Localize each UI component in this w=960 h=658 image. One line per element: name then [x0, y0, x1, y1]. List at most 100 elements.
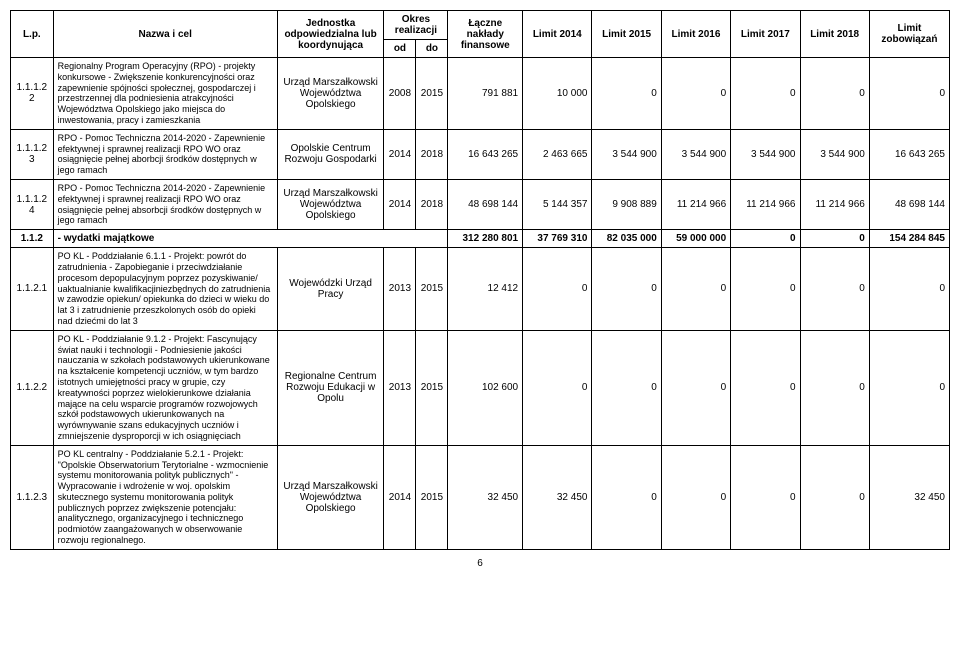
header-lp: L.p. — [11, 11, 54, 58]
cell-lz: 32 450 — [869, 445, 949, 549]
header-od: od — [384, 40, 416, 58]
cell-do: 2015 — [416, 248, 448, 331]
cell-l2016: 0 — [661, 445, 730, 549]
cell-l2015: 0 — [592, 330, 661, 445]
cell-l2016: 3 544 900 — [661, 129, 730, 179]
cell-fin: 32 450 — [448, 445, 523, 549]
cell-do: 2015 — [416, 58, 448, 130]
cell-od: 2013 — [384, 330, 416, 445]
cell-lp: 1.1.2.2 — [11, 330, 54, 445]
cell-name: PO KL - Poddziałanie 6.1.1 - Projekt: po… — [53, 248, 277, 331]
cell-l2018: 0 — [800, 58, 869, 130]
cell-name: RPO - Pomoc Techniczna 2014-2020 - Zapew… — [53, 179, 277, 229]
header-l2016: Limit 2016 — [661, 11, 730, 58]
header-period: Okres realizacji — [384, 11, 448, 40]
cell-name: Regionalny Program Operacyjny (RPO) - pr… — [53, 58, 277, 130]
cell-l2017: 0 — [731, 58, 800, 130]
cell-do: 2018 — [416, 129, 448, 179]
cell-l2014: 0 — [523, 248, 592, 331]
cell-lz: 0 — [869, 248, 949, 331]
cell-l2017: 11 214 966 — [731, 179, 800, 229]
table-row: 1.1.1.22Regionalny Program Operacyjny (R… — [11, 58, 950, 130]
cell-od: 2013 — [384, 248, 416, 331]
table-row: 1.1.2.1PO KL - Poddziałanie 6.1.1 - Proj… — [11, 248, 950, 331]
cell-fin: 12 412 — [448, 248, 523, 331]
cell-lp: 1.1.2.3 — [11, 445, 54, 549]
cell-l2014: 32 450 — [523, 445, 592, 549]
cell-l2016: 0 — [661, 330, 730, 445]
cell-fin: 791 881 — [448, 58, 523, 130]
cell-section-name: - wydatki majątkowe — [53, 230, 448, 248]
header-do: do — [416, 40, 448, 58]
cell-lp: 1.1.2 — [11, 230, 54, 248]
table-row: 1.1.2.2PO KL - Poddziałanie 9.1.2 - Proj… — [11, 330, 950, 445]
header-l2015: Limit 2015 — [592, 11, 661, 58]
cell-od: 2014 — [384, 129, 416, 179]
cell-unit: Wojewódzki Urząd Pracy — [277, 248, 384, 331]
table-header: L.p. Nazwa i cel Jednostka odpowiedzialn… — [11, 11, 950, 58]
cell-lz: 48 698 144 — [869, 179, 949, 229]
cell-l2018: 11 214 966 — [800, 179, 869, 229]
header-lz: Limit zobowiązań — [869, 11, 949, 58]
cell-fin: 102 600 — [448, 330, 523, 445]
cell-l2017: 3 544 900 — [731, 129, 800, 179]
cell-l2016: 11 214 966 — [661, 179, 730, 229]
cell-name: RPO - Pomoc Techniczna 2014-2020 - Zapew… — [53, 129, 277, 179]
cell-l2018: 0 — [800, 230, 869, 248]
cell-lp: 1.1.2.1 — [11, 248, 54, 331]
cell-l2015: 3 544 900 — [592, 129, 661, 179]
cell-lp: 1.1.1.23 — [11, 129, 54, 179]
table-row: 1.1.2.3PO KL centralny - Poddziałanie 5.… — [11, 445, 950, 549]
cell-do: 2015 — [416, 445, 448, 549]
cell-unit: Regionalne Centrum Rozwoju Edukacji w Op… — [277, 330, 384, 445]
header-fin: Łączne nakłady finansowe — [448, 11, 523, 58]
cell-l2014: 37 769 310 — [523, 230, 592, 248]
cell-name: PO KL centralny - Poddziałanie 5.2.1 - P… — [53, 445, 277, 549]
cell-l2015: 9 908 889 — [592, 179, 661, 229]
cell-l2015: 0 — [592, 58, 661, 130]
cell-unit: Urząd Marszałkowski Województwa Opolskie… — [277, 445, 384, 549]
cell-l2018: 3 544 900 — [800, 129, 869, 179]
page-number: 6 — [10, 558, 950, 569]
cell-lz: 0 — [869, 330, 949, 445]
cell-l2015: 0 — [592, 445, 661, 549]
cell-l2014: 0 — [523, 330, 592, 445]
header-unit: Jednostka odpowiedzialna lub koordynując… — [277, 11, 384, 58]
cell-od: 2014 — [384, 445, 416, 549]
cell-unit: Urząd Marszałkowski Województwa Opolskie… — [277, 58, 384, 130]
cell-l2017: 0 — [731, 248, 800, 331]
table-row: 1.1.2- wydatki majątkowe312 280 80137 76… — [11, 230, 950, 248]
cell-l2018: 0 — [800, 248, 869, 331]
cell-lz: 16 643 265 — [869, 129, 949, 179]
cell-l2018: 0 — [800, 330, 869, 445]
cell-fin: 312 280 801 — [448, 230, 523, 248]
cell-unit: Opolskie Centrum Rozwoju Gospodarki — [277, 129, 384, 179]
cell-l2016: 59 000 000 — [661, 230, 730, 248]
cell-unit: Urząd Marszałkowski Województwa Opolskie… — [277, 179, 384, 229]
financial-plan-table: L.p. Nazwa i cel Jednostka odpowiedzialn… — [10, 10, 950, 550]
cell-od: 2008 — [384, 58, 416, 130]
cell-do: 2018 — [416, 179, 448, 229]
cell-l2014: 5 144 357 — [523, 179, 592, 229]
header-l2017: Limit 2017 — [731, 11, 800, 58]
table-row: 1.1.1.23RPO - Pomoc Techniczna 2014-2020… — [11, 129, 950, 179]
cell-lp: 1.1.1.24 — [11, 179, 54, 229]
cell-l2016: 0 — [661, 248, 730, 331]
cell-l2017: 0 — [731, 330, 800, 445]
cell-fin: 16 643 265 — [448, 129, 523, 179]
cell-l2015: 0 — [592, 248, 661, 331]
cell-l2014: 10 000 — [523, 58, 592, 130]
header-name: Nazwa i cel — [53, 11, 277, 58]
header-l2014: Limit 2014 — [523, 11, 592, 58]
header-l2018: Limit 2018 — [800, 11, 869, 58]
cell-fin: 48 698 144 — [448, 179, 523, 229]
table-body: 1.1.1.22Regionalny Program Operacyjny (R… — [11, 58, 950, 550]
cell-do: 2015 — [416, 330, 448, 445]
cell-l2017: 0 — [731, 445, 800, 549]
table-row: 1.1.1.24RPO - Pomoc Techniczna 2014-2020… — [11, 179, 950, 229]
cell-od: 2014 — [384, 179, 416, 229]
cell-l2015: 82 035 000 — [592, 230, 661, 248]
cell-l2014: 2 463 665 — [523, 129, 592, 179]
cell-lz: 154 284 845 — [869, 230, 949, 248]
cell-l2018: 0 — [800, 445, 869, 549]
